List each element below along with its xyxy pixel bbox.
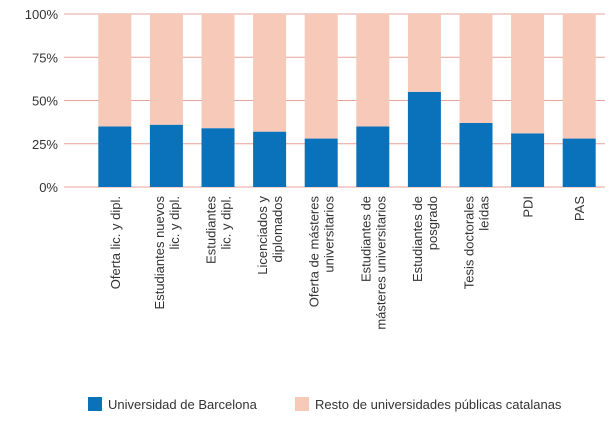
legend-swatch — [88, 397, 102, 411]
bar-segment — [511, 14, 545, 134]
bar-segment — [253, 14, 287, 132]
x-tick-label-line: lic. y dipl. — [219, 196, 234, 249]
bar-segment — [149, 124, 183, 187]
bar-segment — [98, 14, 132, 127]
bar-segment — [356, 126, 390, 187]
bar-segment — [356, 14, 390, 127]
x-tick-label: Estudiantes nuevoslic. y dipl. — [152, 196, 182, 310]
x-tick-label-line: Oferta de másteres — [307, 196, 322, 308]
x-tick-label-line: Estudiantes nuevos — [152, 196, 167, 310]
x-tick-label-line: diplomados — [270, 196, 285, 263]
bar-segment — [407, 91, 441, 187]
x-tick-label: Licenciados ydiplomados — [255, 196, 285, 275]
y-tick-label: 75% — [32, 50, 58, 65]
x-tick-label: Oferta lic. y dipl. — [108, 196, 123, 289]
x-tick-label: PDI — [521, 196, 536, 218]
x-tick-label-line: Estudiantes de — [410, 196, 425, 282]
bar-segment — [407, 14, 441, 92]
x-tick-label-line: leídas — [477, 196, 492, 231]
x-tick-label-line: Licenciados y — [255, 196, 270, 275]
bar-segment — [253, 131, 287, 187]
x-tick-label-line: PAS — [572, 196, 587, 221]
x-tick-label: Estudianteslic. y dipl. — [204, 196, 234, 264]
bar-segment — [201, 128, 235, 187]
bar-segment — [149, 14, 183, 125]
legend-label: Universidad de Barcelona — [108, 397, 258, 412]
x-tick-label: Estudiantes demásteres universitarios — [358, 196, 388, 330]
bar-segment — [562, 14, 596, 139]
x-tick-label-line: Estudiantes — [204, 196, 219, 264]
x-tick-label-line: Tesis doctorales — [462, 196, 477, 290]
x-tick-label-line: Estudiantes de — [358, 196, 373, 282]
bar-segment — [201, 14, 235, 129]
x-tick-label-line: lic. y dipl. — [167, 196, 182, 249]
bar-segment — [98, 126, 132, 187]
bar-segment — [459, 14, 493, 123]
x-tick-label-line: posgrado — [425, 196, 440, 250]
y-tick-label: 25% — [32, 137, 58, 152]
x-tick-label: Estudiantes deposgrado — [410, 196, 440, 282]
x-tick-label-line: másteres universitarios — [373, 196, 388, 330]
y-tick-label: 100% — [25, 7, 59, 22]
bar-segment — [304, 14, 338, 139]
y-tick-label: 50% — [32, 94, 58, 109]
x-tick-label-line: PDI — [521, 196, 536, 218]
bar-segment — [511, 133, 545, 187]
x-tick-label: PAS — [572, 196, 587, 221]
bar-segment — [459, 122, 493, 187]
x-tick-label-line: universitarios — [322, 196, 337, 273]
bar-segment — [562, 138, 596, 187]
bar-segment — [304, 138, 338, 187]
x-tick-label: Oferta de másteresuniversitarios — [307, 196, 337, 308]
legend-swatch — [295, 397, 309, 411]
y-tick-label: 0% — [39, 180, 58, 195]
x-tick-label-line: Oferta lic. y dipl. — [108, 196, 123, 289]
x-tick-label: Tesis doctoralesleídas — [462, 196, 492, 290]
legend-label: Resto de universidades públicas catalana… — [315, 397, 562, 412]
